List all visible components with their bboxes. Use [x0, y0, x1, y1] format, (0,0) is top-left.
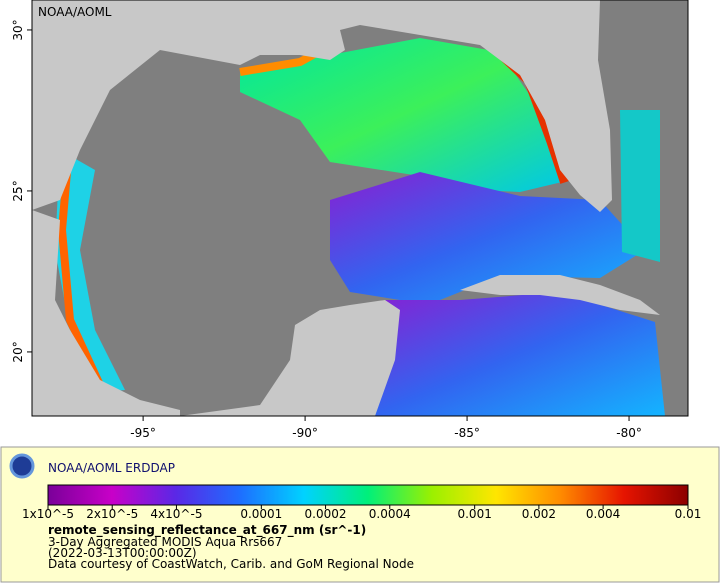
coastal-high	[57, 159, 104, 387]
north-data	[240, 38, 562, 192]
colorbar-tick-label: 0.0002	[305, 507, 347, 521]
colorbar-ticks: 1x10^-5 2x10^-5 4x10^-5 0.0001 0.0002 0.0004 0…	[22, 505, 701, 521]
legend-panel	[0, 446, 720, 583]
legend-line: Data courtesy of CoastWatch, Carib. and …	[48, 557, 414, 571]
x-tick-label: -80°	[616, 426, 642, 440]
land	[460, 275, 660, 315]
variable-name: remote_sensing_reflectance_at_667_nm (sr…	[48, 523, 366, 538]
land	[32, 0, 612, 212]
colorbar-tick-label: 0.01	[675, 507, 702, 521]
x-tick-label: -95°	[130, 426, 156, 440]
axes: -95° -90° -85° -80° 20° 25° 30°	[11, 19, 642, 440]
colorbar-tick-label: 2x10^-5	[86, 507, 138, 521]
y-tick-label: 25°	[11, 180, 25, 201]
land	[180, 300, 400, 416]
x-tick-label: -90°	[292, 426, 318, 440]
map-frame	[31, 0, 689, 417]
colorbar-tick-label: 4x10^-5	[150, 507, 202, 521]
map: NOAA/AOML	[32, 0, 688, 416]
colorbar	[47, 484, 689, 506]
colorbar-tick-label: 0.002	[522, 507, 556, 521]
legend-title: NOAA/AOML ERDDAP	[48, 461, 175, 475]
land	[32, 210, 180, 416]
map-label: NOAA/AOML	[38, 5, 112, 19]
y-tick-label: 30°	[11, 19, 25, 40]
colorbar-tick-label: 0.001	[457, 507, 491, 521]
x-tick-label: -85°	[454, 426, 480, 440]
colorbar-tick-label: 0.0001	[240, 507, 282, 521]
colorbar-tick-label: 0.0004	[369, 507, 411, 521]
colorbar-tick-label: 0.004	[586, 507, 620, 521]
y-tick-label: 20°	[11, 341, 25, 362]
atlantic-data	[620, 110, 660, 262]
caribbean-data	[370, 292, 665, 416]
noaa-logo	[11, 455, 33, 477]
legend-line: (2022-03-13T00:00:00Z)	[48, 546, 197, 560]
legend-line: 3-Day Aggregated MODIS Aqua Rrs667	[48, 535, 282, 549]
southeast-data	[330, 172, 645, 300]
noaa-logo-ring	[9, 453, 35, 479]
colorbar-tick-label: 1x10^-5	[22, 507, 74, 521]
